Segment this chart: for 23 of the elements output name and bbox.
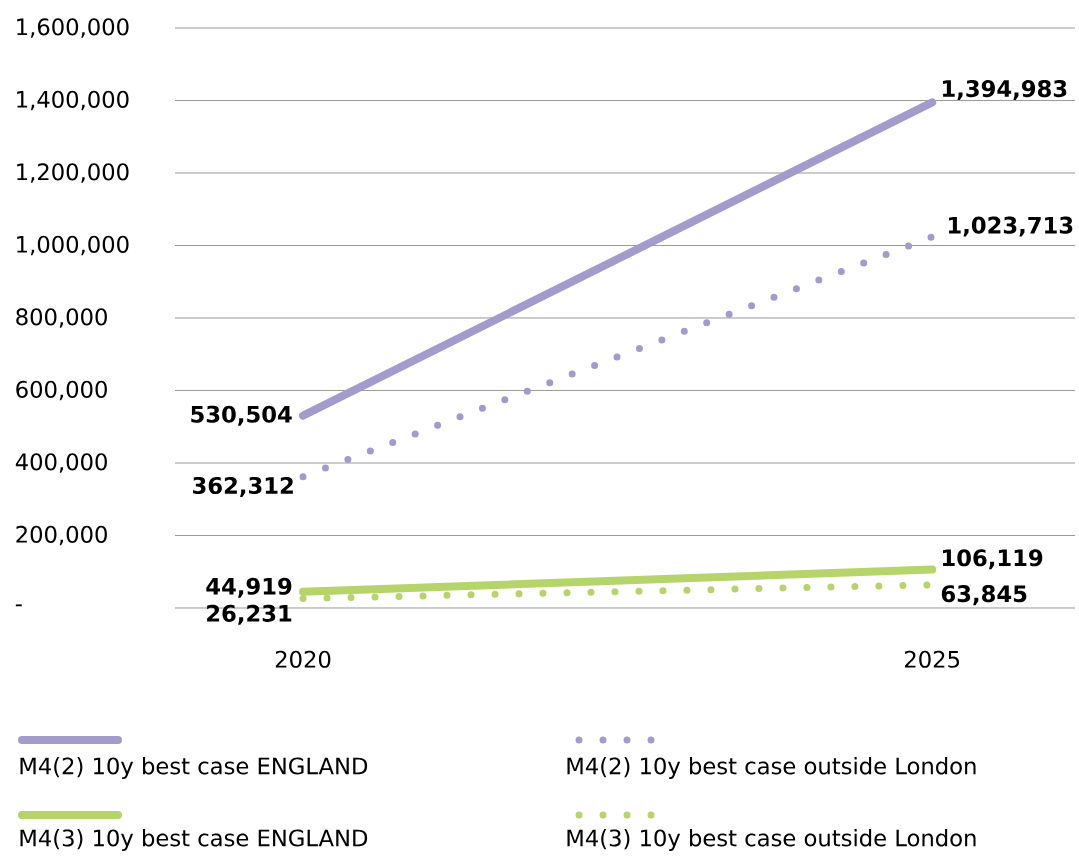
data-label: 362,312	[193, 476, 293, 497]
legend-label: M4(3) 10y best case outside London	[567, 829, 976, 851]
data-label: 1,394,983	[943, 79, 1067, 101]
y-tick-label: 200,000	[16, 525, 107, 546]
y-tick-label: 600,000	[16, 380, 107, 401]
data-label: 26,231	[207, 604, 292, 625]
y-tick-label: 1,200,000	[17, 163, 129, 183]
x-tick-label: 2020	[275, 650, 331, 668]
y-tick-label: 400,000	[15, 453, 107, 473]
data-label: 63,845	[941, 585, 1027, 606]
x-tick-label: 2025	[904, 650, 960, 668]
y-tick-label: 1,600,000	[17, 18, 129, 38]
data-label: 1,023,713	[949, 216, 1073, 237]
data-label: 106,119	[943, 549, 1043, 570]
y-tick-label: 800,000	[16, 308, 107, 328]
y-tick-label: 1,400,000	[17, 90, 129, 111]
legend-label: M4(3) 10y best case ENGLAND	[20, 829, 368, 851]
legend-label: M4(2) 10y best case ENGLAND	[20, 757, 368, 779]
y-tick-label: 1,000,000	[17, 235, 129, 256]
y-tick-label: -	[15, 604, 22, 607]
data-label: 530,504	[191, 405, 292, 426]
legend-label: M4(2) 10y best case outside London	[567, 757, 976, 779]
data-label: 44,919	[206, 577, 292, 598]
